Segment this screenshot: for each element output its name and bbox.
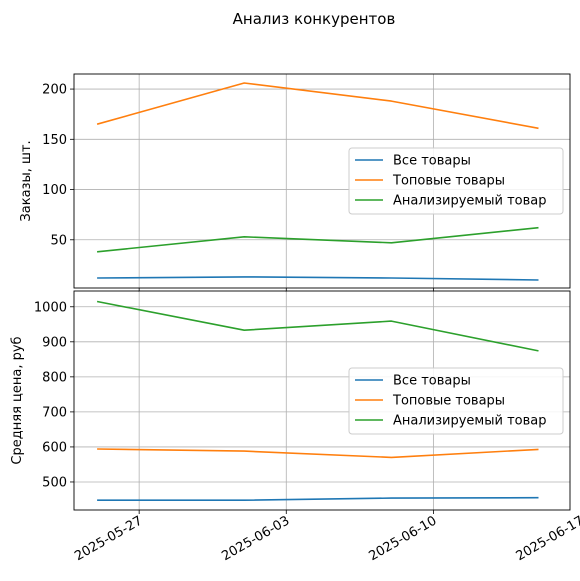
legend-entry: Анализируемый товар [393,194,546,209]
series-line-2 [96,82,539,130]
y-axis-label: Заказы, шт. [19,140,34,221]
y-tick-label: 700 [42,405,67,420]
legend-entry: Все товары [393,374,471,389]
legend-entry: Анализируемый товар [393,414,546,429]
x-tick-label: 2025-06-10 [366,513,439,564]
y-tick-label: 200 [42,83,67,98]
y-tick-label: 800 [42,370,67,385]
x-tick-label: 2025-05-27 [72,513,145,564]
legend-entry: Все товары [393,154,471,169]
legend-box [348,367,564,435]
y-axis-label: Средняя цена, руб [10,336,25,464]
y-tick-label: 500 [42,475,67,490]
series-line-1 [97,496,539,502]
legend: Все товары Топовые товары Анализируемый то… [348,147,564,215]
plot-frame [73,73,571,289]
y-tick-label: 1000 [34,300,67,315]
x-tick-label: 2025-06-03 [219,513,292,564]
figure-title: Анализ конкурентов [233,10,396,28]
series-line-3 [97,226,539,253]
legend-box [348,147,564,215]
series-line-3 [96,300,539,352]
y-tick-label: 150 [42,133,67,148]
legend-entry: Топовые товары [392,174,505,189]
x-tick-label: 2025-06-17 [514,513,580,564]
subplot-1: 50 100 150 200 Заказы, шт. Все товары Топовые … [19,73,571,292]
subplot-2: 500 600 700 800 900 1000 Средняя цена, руб Все … [10,290,580,564]
plot-frame [73,290,571,511]
series-line-2 [97,448,539,459]
legend-entry: Топовые товары [392,394,505,409]
y-tick-label: 600 [42,440,67,455]
y-tick-label: 50 [50,233,67,248]
series-line-1 [97,276,539,281]
legend: Все товары Топовые товары Анализируемый то… [348,367,564,435]
y-tick-label: 100 [42,183,67,198]
y-tick-label: 900 [42,335,67,350]
